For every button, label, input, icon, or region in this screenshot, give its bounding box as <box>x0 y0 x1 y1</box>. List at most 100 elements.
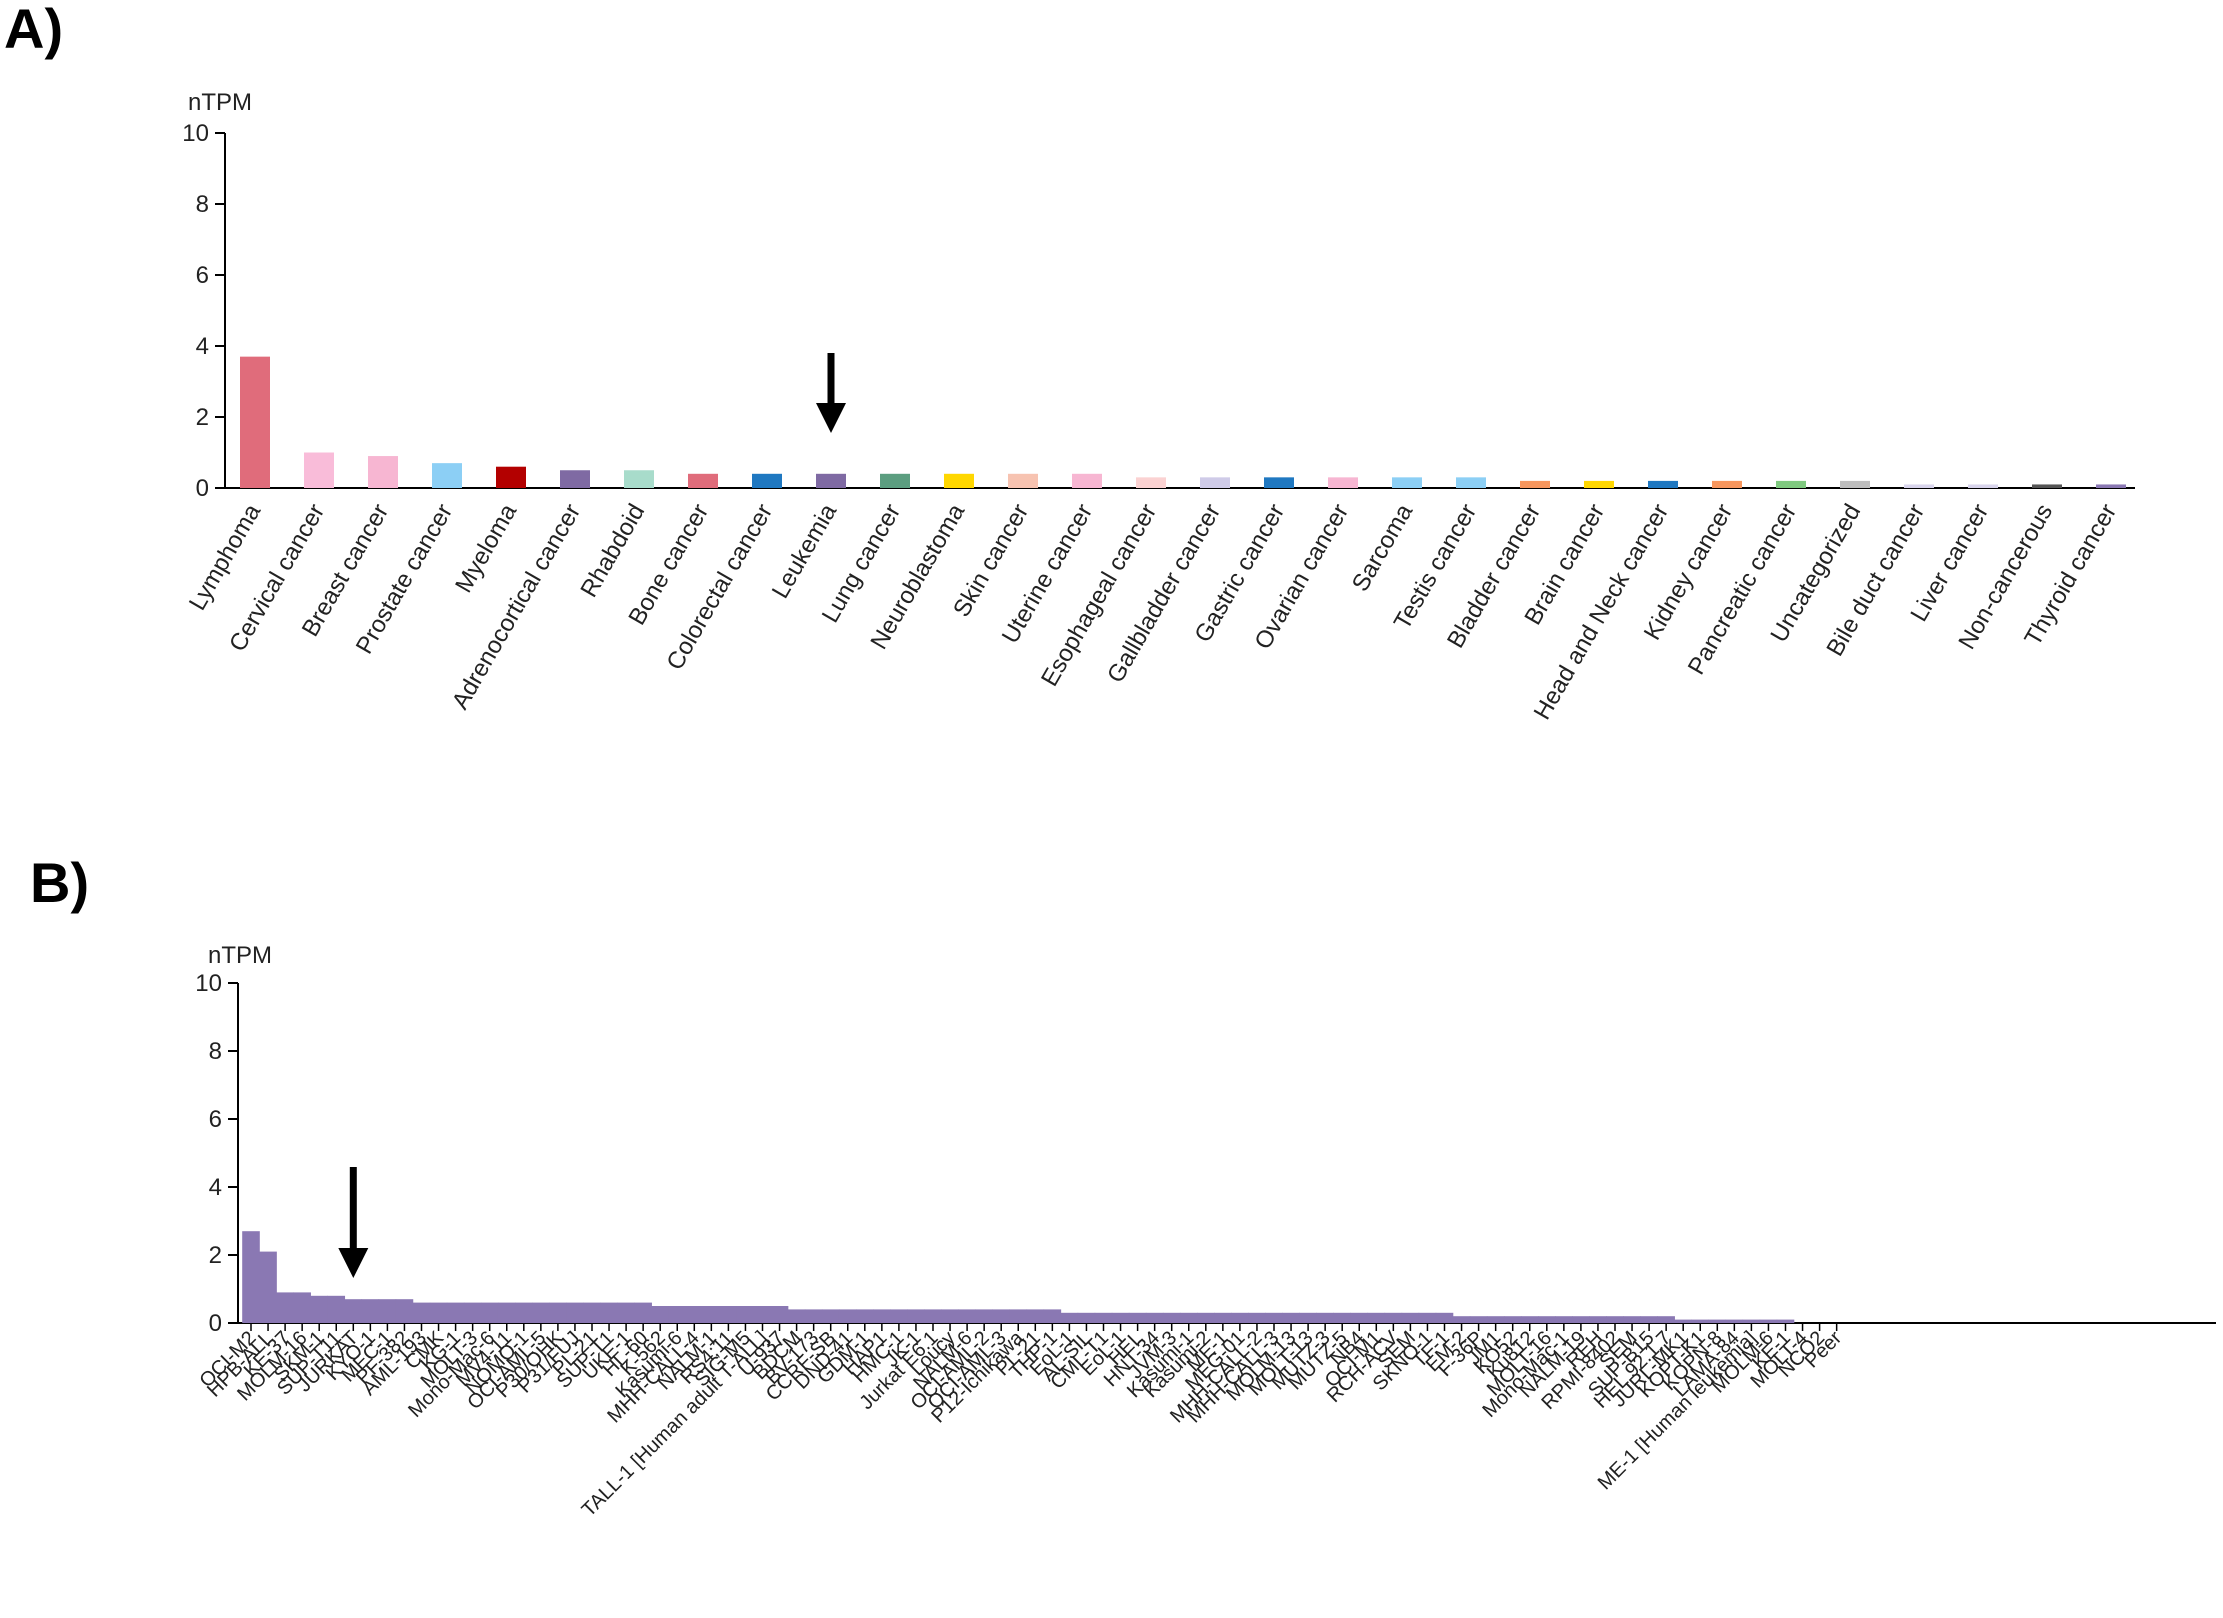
bar <box>412 1302 431 1323</box>
bar <box>688 473 718 488</box>
bar <box>1008 473 1038 488</box>
bar <box>583 1302 601 1323</box>
bar <box>880 473 910 488</box>
bar <box>856 1309 874 1323</box>
bar <box>1572 1316 1590 1323</box>
bar <box>804 1309 823 1323</box>
bar <box>624 470 654 488</box>
bar <box>496 466 526 488</box>
bar <box>1111 1312 1130 1323</box>
bar <box>1520 480 1550 488</box>
chart-b-expression-by-cell-line: nTPM0246810OCI-M2HPB-ALLKE-37MOLM-16SKM-… <box>195 942 2216 1521</box>
bar <box>1776 480 1806 488</box>
bar <box>242 1231 260 1323</box>
bar <box>259 1251 277 1323</box>
bar <box>1179 1312 1198 1323</box>
bar <box>240 356 270 488</box>
bar <box>566 1302 584 1323</box>
bar <box>975 1309 993 1323</box>
bar <box>1328 477 1358 488</box>
panel-b-label: B) <box>30 851 90 914</box>
bar <box>1162 1312 1181 1323</box>
y-tick-label: 0 <box>209 1310 222 1337</box>
bar <box>873 1309 891 1323</box>
bar <box>1589 1316 1607 1323</box>
bar <box>1333 1312 1351 1323</box>
bar <box>753 1306 772 1323</box>
bar <box>310 1295 328 1323</box>
bar <box>1060 1312 1079 1323</box>
y-tick-label: 2 <box>209 1242 222 1269</box>
y-tick-label: 10 <box>195 970 222 997</box>
bar <box>549 1302 567 1323</box>
bar <box>1968 484 1998 488</box>
bar <box>890 1309 908 1323</box>
bar <box>1401 1312 1420 1323</box>
bar <box>1145 1312 1164 1323</box>
bar <box>1712 480 1742 488</box>
bar <box>1265 1312 1283 1323</box>
bar <box>1392 477 1422 488</box>
bar <box>838 1309 857 1323</box>
bar <box>293 1292 311 1323</box>
x-tick-label: Sarcoma <box>1347 499 1419 596</box>
y-tick-label: 8 <box>209 1038 222 1065</box>
bar <box>821 1309 840 1323</box>
y-tick-label: 2 <box>196 404 209 431</box>
bar <box>304 452 334 488</box>
bar <box>1043 1309 1062 1323</box>
bar <box>1555 1316 1573 1323</box>
bar <box>1520 1316 1539 1323</box>
bar <box>1077 1312 1096 1323</box>
x-tick-label: Esophageal cancer <box>1036 500 1162 691</box>
bar <box>432 463 462 488</box>
y-tick-label: 6 <box>209 1106 222 1133</box>
bar <box>1384 1312 1403 1323</box>
bar <box>515 1302 533 1323</box>
y-tick-label: 8 <box>196 191 209 218</box>
bar <box>736 1306 755 1323</box>
bar <box>560 470 590 488</box>
bar <box>907 1309 925 1323</box>
bar <box>1128 1312 1147 1323</box>
bar <box>480 1302 499 1323</box>
y-tick-label: 10 <box>182 120 209 147</box>
bar <box>1009 1309 1028 1323</box>
bar <box>600 1302 618 1323</box>
bar <box>992 1309 1010 1323</box>
bar <box>1452 1316 1471 1323</box>
bar <box>1264 477 1294 488</box>
x-tick-label: Rhabdoid <box>575 500 650 602</box>
bar <box>446 1302 465 1323</box>
bar <box>752 473 782 488</box>
bar <box>2032 484 2062 488</box>
bar <box>2096 484 2126 488</box>
bar <box>685 1306 704 1323</box>
bar <box>1691 1319 1710 1323</box>
x-tick-label: Adrenocortical cancer <box>447 500 586 715</box>
bar <box>958 1309 976 1323</box>
bar <box>702 1306 721 1323</box>
bar <box>368 456 398 488</box>
y-axis-label: nTPM <box>208 942 272 969</box>
bar <box>1282 1312 1300 1323</box>
bar <box>719 1306 738 1323</box>
x-tick-label: Gallbladder cancer <box>1102 500 1226 688</box>
bar <box>1538 1316 1556 1323</box>
bar <box>344 1299 363 1323</box>
y-tick-label: 6 <box>196 262 209 289</box>
bar <box>429 1302 448 1323</box>
bar <box>1200 477 1230 488</box>
bar <box>327 1295 346 1323</box>
bar <box>1214 1312 1232 1323</box>
x-tick-label: Myeloma <box>450 499 522 597</box>
bar <box>1094 1312 1113 1323</box>
bar <box>1248 1312 1266 1323</box>
panel-a-label: A) <box>4 0 64 60</box>
bar <box>497 1302 516 1323</box>
bar <box>1316 1312 1334 1323</box>
bar <box>770 1306 789 1323</box>
bar <box>1136 477 1166 488</box>
bar <box>1759 1319 1778 1323</box>
